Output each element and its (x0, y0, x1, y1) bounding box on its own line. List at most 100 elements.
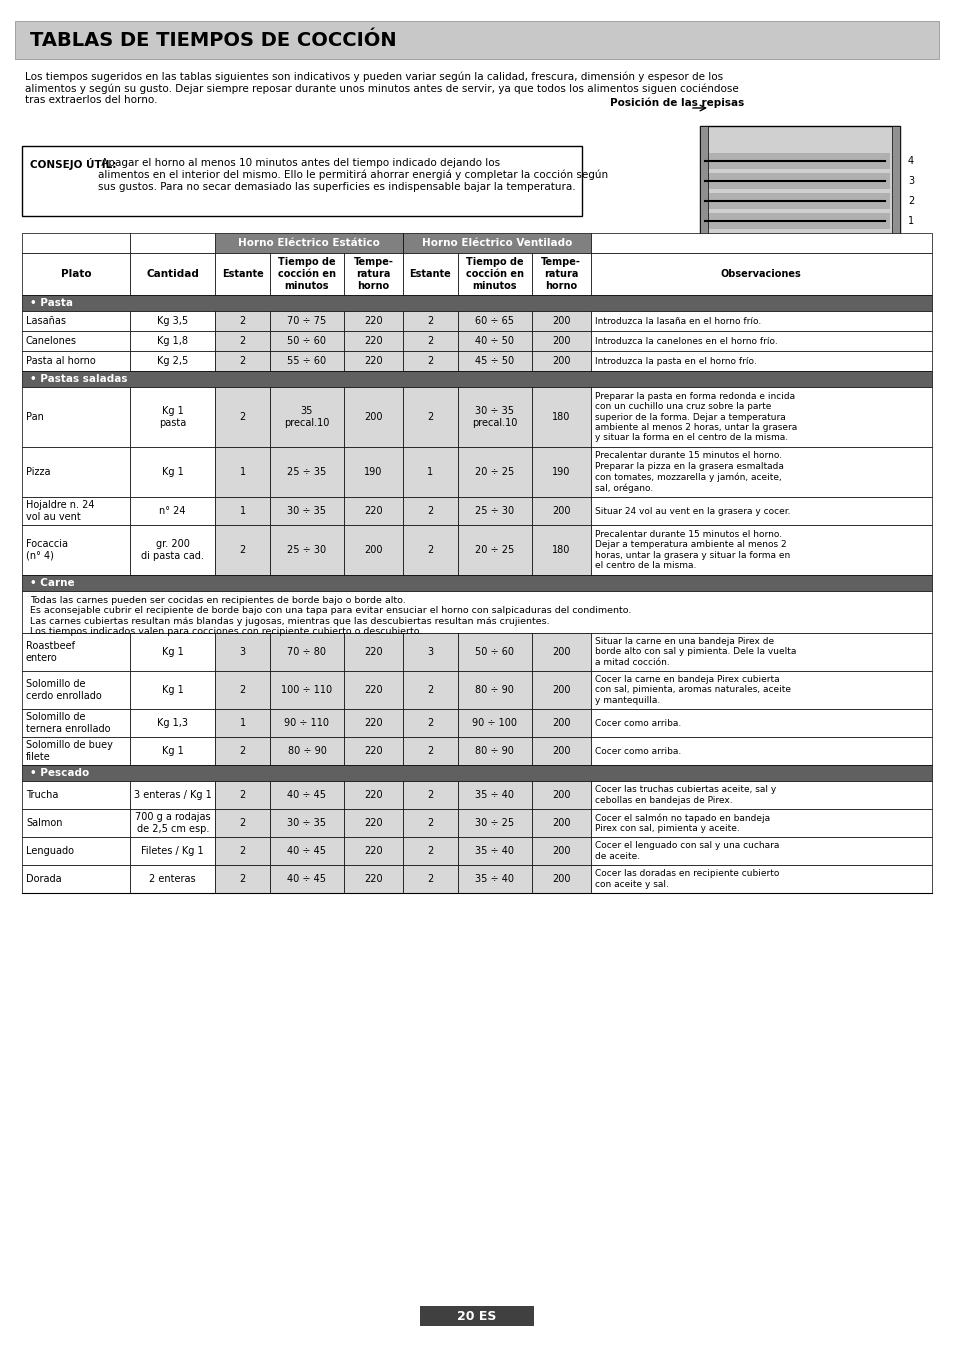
Text: Cocer las doradas en recipiente cubierto
con aceite y sal.: Cocer las doradas en recipiente cubierto… (594, 869, 779, 889)
Text: 40 ÷ 45: 40 ÷ 45 (287, 874, 326, 884)
Bar (457, 526, 531, 576)
Text: 200: 200 (552, 647, 570, 657)
Bar (531, 311, 590, 331)
Text: Pasta al horno: Pasta al horno (26, 357, 95, 366)
Bar (343, 311, 402, 331)
Bar (130, 838, 215, 865)
Text: 200: 200 (364, 544, 382, 555)
Bar (891, 126, 899, 236)
Bar (130, 671, 215, 709)
Bar (215, 709, 270, 738)
Bar (402, 634, 457, 671)
Bar (343, 634, 402, 671)
Text: 220: 220 (364, 746, 382, 757)
Bar (402, 311, 457, 331)
Bar (343, 253, 402, 295)
Text: 2: 2 (239, 544, 246, 555)
Text: 60 ÷ 65: 60 ÷ 65 (475, 316, 514, 326)
Bar (590, 232, 931, 253)
Text: Trucha: Trucha (26, 790, 58, 800)
Text: 1: 1 (427, 467, 433, 477)
Bar (270, 447, 343, 497)
Bar (590, 671, 931, 709)
Bar (402, 738, 457, 765)
Text: 220: 220 (364, 647, 382, 657)
Text: 200: 200 (552, 846, 570, 857)
Bar (215, 386, 270, 447)
Bar (270, 709, 343, 738)
Bar (531, 738, 590, 765)
Bar (22, 809, 130, 838)
Text: • Pastas saladas: • Pastas saladas (30, 374, 128, 384)
Bar (130, 386, 215, 447)
Text: Todas las carnes pueden ser cocidas en recipientes de borde bajo o borde alto.
E: Todas las carnes pueden ser cocidas en r… (30, 596, 631, 636)
Bar (343, 447, 402, 497)
Bar (215, 738, 270, 765)
Text: 190: 190 (552, 467, 570, 477)
Bar (270, 253, 343, 295)
Text: 30 ÷ 35: 30 ÷ 35 (287, 507, 326, 516)
Text: Horno Eléctrico Estático: Horno Eléctrico Estático (238, 238, 379, 249)
Text: 25 ÷ 30: 25 ÷ 30 (287, 544, 326, 555)
Bar (590, 253, 931, 295)
Bar (130, 351, 215, 372)
Text: 200: 200 (552, 790, 570, 800)
Text: Tiempo de
cocción en
minutos: Tiempo de cocción en minutos (277, 258, 335, 290)
Bar (22, 372, 931, 386)
Bar (270, 671, 343, 709)
Text: 20 ÷ 25: 20 ÷ 25 (475, 544, 514, 555)
Bar (215, 865, 270, 893)
Bar (22, 232, 130, 253)
Text: CONSEJO ÚTIL:: CONSEJO ÚTIL: (30, 158, 116, 170)
Bar (457, 386, 531, 447)
Bar (700, 126, 899, 236)
Text: 2: 2 (427, 507, 433, 516)
Bar (270, 838, 343, 865)
Text: 2: 2 (427, 544, 433, 555)
Text: Observaciones: Observaciones (720, 269, 801, 280)
Bar (343, 709, 402, 738)
Text: 70 ÷ 80: 70 ÷ 80 (287, 647, 326, 657)
Bar (531, 331, 590, 351)
Text: 2: 2 (239, 357, 246, 366)
Text: 1: 1 (239, 467, 246, 477)
Bar (22, 738, 130, 765)
Text: Focaccia
(n° 4): Focaccia (n° 4) (26, 539, 68, 561)
Text: Solomillo de
ternera enrollado: Solomillo de ternera enrollado (26, 712, 111, 734)
Text: Canelones: Canelones (26, 336, 77, 346)
Text: Cocer el salmón no tapado en bandeja
Pirex con sal, pimienta y aceite.: Cocer el salmón no tapado en bandeja Pir… (594, 813, 769, 834)
Bar (130, 709, 215, 738)
Bar (22, 709, 130, 738)
Bar (270, 331, 343, 351)
Text: 200: 200 (552, 817, 570, 828)
Bar (130, 865, 215, 893)
Bar (343, 809, 402, 838)
Text: 2: 2 (239, 746, 246, 757)
Bar (215, 809, 270, 838)
Text: 220: 220 (364, 336, 382, 346)
Bar (531, 781, 590, 809)
Text: 200: 200 (552, 746, 570, 757)
Text: Horno Eléctrico Ventilado: Horno Eléctrico Ventilado (421, 238, 572, 249)
Text: 2: 2 (427, 846, 433, 857)
Text: 2: 2 (239, 316, 246, 326)
Text: Tiempo de
cocción en
minutos: Tiempo de cocción en minutos (465, 258, 523, 290)
Text: 200: 200 (552, 316, 570, 326)
Bar (22, 671, 130, 709)
Bar (590, 865, 931, 893)
Bar (343, 386, 402, 447)
Text: 220: 220 (364, 790, 382, 800)
Bar (130, 781, 215, 809)
Bar (215, 447, 270, 497)
Bar (457, 781, 531, 809)
Text: • Pescado: • Pescado (30, 767, 90, 778)
Bar (402, 865, 457, 893)
Bar (590, 331, 931, 351)
Bar (215, 838, 270, 865)
Bar (343, 331, 402, 351)
Text: Posición de las repisas: Posición de las repisas (609, 97, 743, 108)
Text: 4: 4 (907, 155, 913, 166)
Bar (590, 447, 931, 497)
Text: Hojaldre n. 24
vol au vent: Hojaldre n. 24 vol au vent (26, 500, 94, 521)
Bar (270, 781, 343, 809)
